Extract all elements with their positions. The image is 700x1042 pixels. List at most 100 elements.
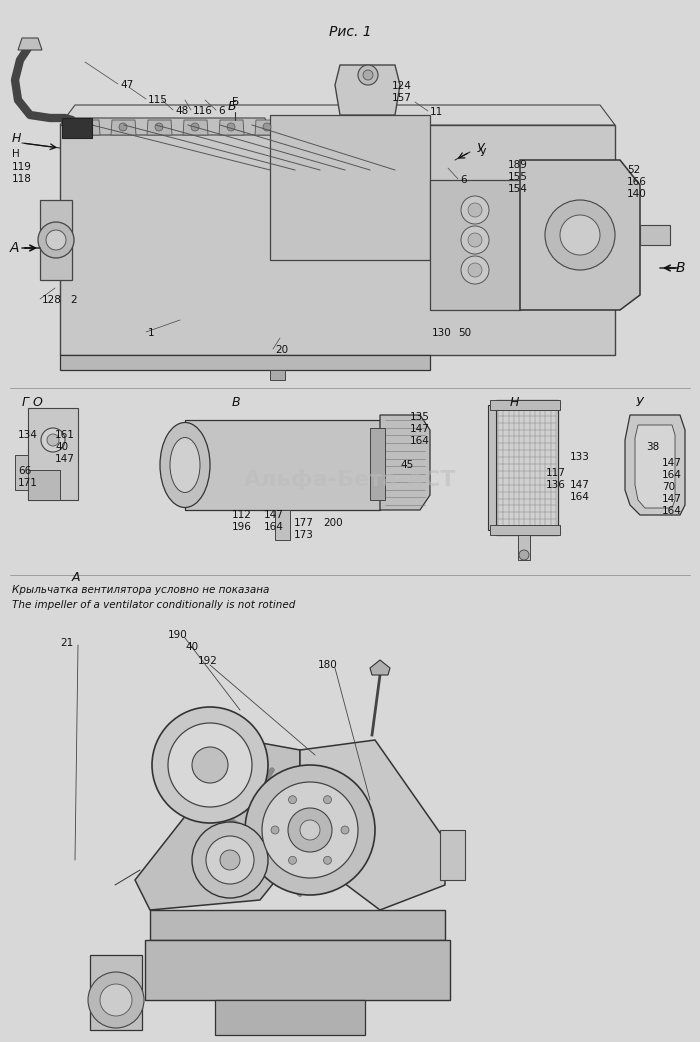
Circle shape [461, 226, 489, 254]
Text: 2: 2 [70, 295, 76, 305]
Text: 136: 136 [546, 480, 566, 490]
Polygon shape [625, 415, 685, 515]
Polygon shape [185, 420, 380, 510]
Text: 50: 50 [458, 328, 471, 338]
Text: В: В [676, 260, 685, 275]
Circle shape [468, 203, 482, 217]
Text: 147: 147 [410, 424, 430, 435]
Bar [270, 370, 285, 380]
Circle shape [323, 796, 332, 803]
Bar [62, 118, 92, 138]
Bar [640, 225, 670, 245]
Text: 124: 124 [392, 81, 412, 91]
Text: Б: Б [228, 100, 237, 114]
Text: 40: 40 [55, 442, 68, 452]
Circle shape [227, 123, 235, 131]
Polygon shape [370, 428, 385, 500]
Polygon shape [15, 455, 28, 490]
Polygon shape [28, 408, 78, 500]
Ellipse shape [160, 422, 210, 507]
Circle shape [155, 123, 163, 131]
Polygon shape [147, 120, 172, 135]
Polygon shape [255, 120, 280, 135]
Text: 155: 155 [508, 172, 528, 182]
Circle shape [192, 822, 268, 898]
Circle shape [461, 196, 489, 224]
Polygon shape [490, 400, 560, 410]
Circle shape [323, 857, 332, 864]
Text: У: У [480, 148, 486, 158]
Text: 20: 20 [275, 345, 288, 355]
Text: 52: 52 [627, 165, 640, 175]
Text: 116: 116 [193, 106, 213, 116]
Polygon shape [520, 160, 640, 311]
Polygon shape [635, 425, 675, 508]
Text: 1: 1 [148, 328, 155, 338]
Circle shape [119, 123, 127, 131]
Polygon shape [370, 660, 390, 675]
Text: 147: 147 [662, 458, 682, 468]
Circle shape [83, 123, 91, 131]
Text: Крыльчатка вентилятора условно не показана: Крыльчатка вентилятора условно не показа… [12, 585, 270, 595]
Text: 147: 147 [264, 510, 284, 520]
Text: 112: 112 [232, 510, 252, 520]
Text: 6: 6 [218, 106, 225, 116]
Text: 147: 147 [55, 454, 75, 464]
Text: 157: 157 [392, 93, 412, 103]
Polygon shape [300, 740, 445, 910]
Circle shape [288, 796, 297, 803]
Text: 117: 117 [546, 468, 566, 478]
Text: 119: 119 [12, 162, 32, 172]
Text: 192: 192 [198, 656, 218, 666]
Text: 189: 189 [508, 160, 528, 170]
Text: 164: 164 [570, 492, 590, 502]
Circle shape [461, 256, 489, 284]
Text: 164: 164 [662, 470, 682, 480]
Text: Н: Н [510, 396, 519, 410]
Text: 21: 21 [60, 638, 74, 648]
Text: 135: 135 [410, 412, 430, 422]
Circle shape [88, 972, 144, 1028]
Circle shape [300, 820, 320, 840]
Text: 6: 6 [460, 175, 467, 185]
Text: 70: 70 [662, 482, 675, 492]
Circle shape [206, 836, 254, 884]
Polygon shape [496, 400, 558, 535]
Circle shape [47, 435, 59, 446]
Polygon shape [60, 105, 615, 125]
Circle shape [220, 850, 240, 870]
Text: 161: 161 [55, 430, 75, 440]
Text: 173: 173 [294, 530, 314, 540]
Circle shape [560, 215, 600, 255]
Circle shape [46, 230, 66, 250]
Polygon shape [270, 115, 430, 260]
Polygon shape [150, 910, 445, 940]
Text: 164: 164 [410, 436, 430, 446]
Circle shape [545, 200, 615, 270]
Text: У: У [477, 142, 484, 154]
Circle shape [262, 782, 358, 878]
Text: 140: 140 [627, 189, 647, 199]
Text: 48: 48 [175, 106, 188, 116]
Polygon shape [219, 120, 244, 135]
Text: 177: 177 [294, 518, 314, 528]
Text: У: У [636, 396, 643, 410]
Polygon shape [490, 525, 560, 535]
Circle shape [358, 65, 378, 85]
Text: 66: 66 [18, 466, 32, 476]
Text: Г О: Г О [22, 396, 43, 410]
Text: 11: 11 [430, 107, 443, 117]
Text: 133: 133 [570, 452, 590, 462]
Text: Б: Б [232, 97, 239, 107]
Polygon shape [75, 120, 100, 135]
Circle shape [38, 222, 74, 258]
Circle shape [341, 826, 349, 834]
Text: 47: 47 [120, 80, 133, 90]
Text: 166: 166 [627, 177, 647, 187]
Text: А: А [72, 571, 80, 584]
Text: 118: 118 [12, 174, 32, 184]
Circle shape [363, 70, 373, 80]
Text: Альфа-Бета-АСТ: Альфа-Бета-АСТ [244, 470, 456, 491]
Polygon shape [28, 470, 60, 500]
Circle shape [152, 708, 268, 823]
